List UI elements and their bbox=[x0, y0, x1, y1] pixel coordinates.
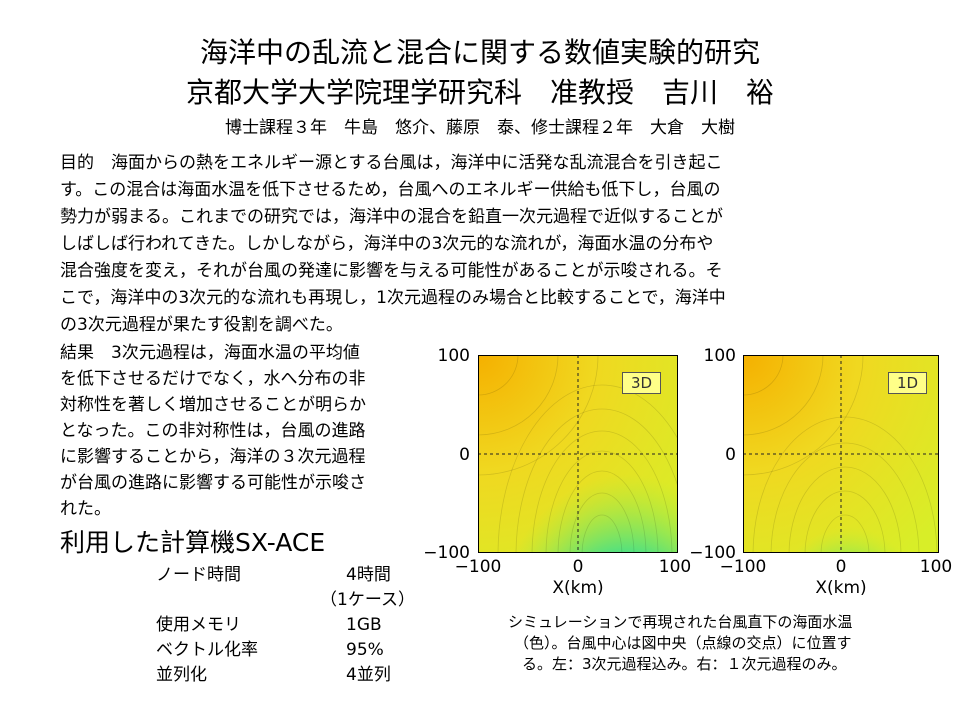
x-tick: −100 bbox=[454, 557, 502, 577]
x-axis-label: X(km) bbox=[815, 578, 867, 598]
spec-label: 並列化 bbox=[156, 665, 207, 685]
result-line: が台風の進路に影響する可能性が示唆さ bbox=[60, 473, 366, 493]
spec-label: ベクトル化率 bbox=[156, 640, 258, 660]
purpose-line: 混合強度を変え，それが台風の発達に影響を与える可能性があることが示唆される。そ bbox=[60, 261, 723, 281]
authors: 博士課程３年 牛島 悠介、藤原 泰、修士課程２年 大倉 大樹 bbox=[225, 118, 735, 138]
purpose-line: こで，海洋中の3次元的な流れも再現し，1次元過程のみ場合と比較することで，海洋中 bbox=[60, 288, 726, 308]
x-tick: 100 bbox=[658, 557, 692, 577]
sst-contours bbox=[478, 355, 678, 553]
y-tick: 100 bbox=[437, 346, 470, 366]
caption-line: る。左：3次元過程込み。右：１次元過程のみ。 bbox=[522, 655, 847, 673]
x-tick: 0 bbox=[572, 557, 584, 577]
spec-value: 95% bbox=[346, 640, 384, 660]
y-tick: −100 bbox=[423, 543, 470, 563]
panel-tag-1d: 1D bbox=[888, 372, 928, 394]
result-paragraph: 結果 3次元過程は，海面水温の平均値 を低下させるだけでなく，水へ分布の非 対称… bbox=[60, 340, 450, 522]
result-line: となった。この非対称性は，台風の進路 bbox=[60, 421, 366, 441]
x-tick: 0 bbox=[835, 557, 847, 577]
caption-line: （色）。台風中心は図中央（点線の交点）に位置す bbox=[514, 634, 852, 652]
title-line-2: 京都大学大学院理学研究科 准教授 吉川 裕 bbox=[185, 76, 774, 109]
figure-caption: シミュレーションで再現された台風直下の海面水温 （色）。台風中心は図中央（点線の… bbox=[508, 612, 928, 675]
purpose-line: の3次元過程が果たす役割を調べた。 bbox=[60, 315, 343, 335]
result-line: 対称性を著しく増加させることが明らか bbox=[60, 395, 366, 415]
result-line: に影響することから，海洋の３次元過程 bbox=[60, 447, 366, 467]
y-tick: −100 bbox=[689, 543, 736, 563]
spec-label: ノード時間 bbox=[156, 565, 241, 585]
spec-value-note: （1ケース） bbox=[320, 590, 415, 610]
caption-line: シミュレーションで再現された台風直下の海面水温 bbox=[508, 613, 853, 631]
spec-value: 1GB bbox=[346, 615, 382, 635]
result-line: れた。 bbox=[60, 499, 111, 519]
purpose-line: 目的 海面からの熱をエネルギー源とする台風は，海洋中に活発な乱流混合を引き起こ bbox=[60, 153, 723, 173]
y-tick: 0 bbox=[725, 445, 736, 465]
sst-cold-wake bbox=[765, 435, 925, 553]
sst-contours bbox=[743, 355, 938, 553]
purpose-paragraph: 目的 海面からの熱をエネルギー源とする台風は，海洋中に活発な乱流混合を引き起こ … bbox=[60, 150, 900, 339]
x-axis-label: X(km) bbox=[552, 578, 604, 598]
x-tick: 100 bbox=[919, 557, 953, 577]
result-line: 結果 3次元過程は，海面水温の平均値 bbox=[60, 343, 360, 363]
y-tick: 100 bbox=[703, 346, 736, 366]
spec-value: 4並列 bbox=[346, 665, 391, 685]
spec-value: 4時間 bbox=[346, 565, 391, 585]
purpose-line: しばしば行われてきた。しかしながら，海洋中の3次元的な流れが，海面水温の分布や bbox=[60, 234, 714, 254]
panel-tag-3d: 3D bbox=[622, 372, 662, 394]
purpose-line: 勢力が弱まる。これまでの研究では，海洋中の混合を鉛直一次元過程で近似することが bbox=[60, 207, 723, 227]
y-tick: 0 bbox=[459, 445, 470, 465]
x-tick: −100 bbox=[719, 557, 767, 577]
computer-heading: 利用した計算機SX-ACE bbox=[60, 528, 326, 557]
title-line-1: 海洋中の乱流と混合に関する数値実験的研究 bbox=[199, 36, 760, 69]
result-line: を低下させるだけでなく，水へ分布の非 bbox=[60, 369, 366, 389]
plot-frame bbox=[478, 355, 678, 553]
plot-frame bbox=[743, 355, 939, 553]
purpose-line: す。この混合は海面水温を低下させるため，台風へのエネルギー供給も低下し，台風の bbox=[60, 180, 721, 200]
sst-cold-wake bbox=[502, 405, 678, 553]
spec-label: 使用メモリ bbox=[156, 615, 241, 635]
